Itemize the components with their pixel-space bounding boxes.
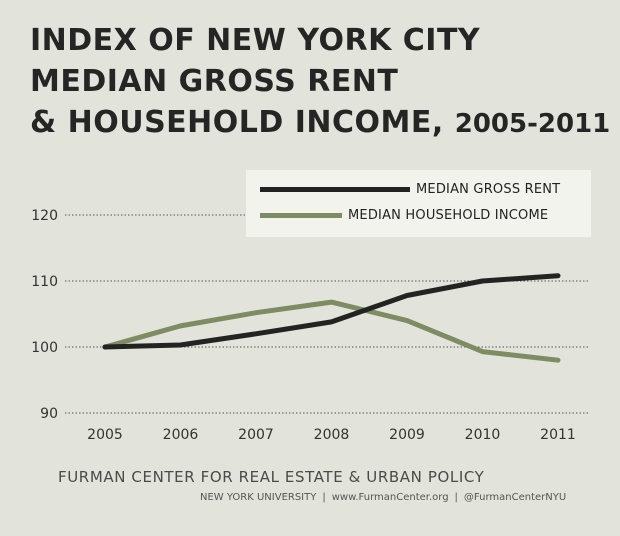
x-tick-label: 2009 bbox=[389, 427, 425, 443]
footer-twitter: @FurmanCenterNYU bbox=[463, 492, 567, 503]
footer-website: www.FurmanCenter.org bbox=[331, 492, 449, 503]
footer-university: NEW YORK UNIVERSITY bbox=[200, 492, 317, 503]
title-line-3-prefix: & HOUSEHOLD INCOME, bbox=[30, 105, 455, 140]
title-line-3: & HOUSEHOLD INCOME, 2005-2011 bbox=[30, 102, 610, 145]
footer-credits: NEW YORK UNIVERSITY | www.FurmanCenter.org… bbox=[200, 492, 566, 503]
y-tick-label: 110 bbox=[31, 274, 58, 290]
y-axis-tick-labels: 90 100 110 120 bbox=[31, 208, 58, 422]
chart-title: INDEX OF NEW YORK CITY MEDIAN GROSS RENT… bbox=[30, 20, 610, 145]
x-tick-label: 2005 bbox=[87, 427, 123, 443]
title-line-2: MEDIAN GROSS RENT bbox=[30, 64, 399, 99]
title-line-1: INDEX OF NEW YORK CITY bbox=[30, 23, 481, 58]
x-tick-label: 2006 bbox=[163, 427, 199, 443]
x-tick-label: 2008 bbox=[314, 427, 350, 443]
grid-lines bbox=[65, 214, 590, 414]
legend-item-income: MEDIAN HOUSEHOLD INCOME bbox=[260, 205, 548, 225]
series-lines bbox=[102, 273, 561, 363]
legend: MEDIAN GROSS RENT MEDIAN HOUSEHOLD INCOM… bbox=[246, 170, 591, 237]
y-tick-label: 100 bbox=[31, 340, 58, 356]
legend-swatch-income bbox=[260, 212, 342, 218]
legend-swatch-rent bbox=[260, 186, 410, 192]
y-tick-label: 90 bbox=[40, 406, 58, 422]
series-line-income bbox=[102, 299, 561, 363]
footer-separator: | bbox=[322, 492, 326, 503]
x-axis-tick-labels: 2005 2006 2007 2008 2009 2010 2011 bbox=[87, 427, 576, 443]
x-tick-label: 2010 bbox=[465, 427, 501, 443]
footer-separator: | bbox=[454, 492, 458, 503]
legend-item-rent: MEDIAN GROSS RENT bbox=[260, 179, 560, 199]
legend-label-income: MEDIAN HOUSEHOLD INCOME bbox=[348, 207, 549, 223]
x-tick-label: 2011 bbox=[540, 427, 576, 443]
footer-org: FURMAN CENTER FOR REAL ESTATE & URBAN PO… bbox=[58, 468, 485, 486]
y-tick-label: 120 bbox=[31, 208, 58, 224]
title-years: 2005-2011 bbox=[454, 109, 611, 139]
series-line-rent bbox=[102, 273, 561, 350]
legend-label-rent: MEDIAN GROSS RENT bbox=[416, 181, 561, 197]
x-tick-label: 2007 bbox=[238, 427, 274, 443]
